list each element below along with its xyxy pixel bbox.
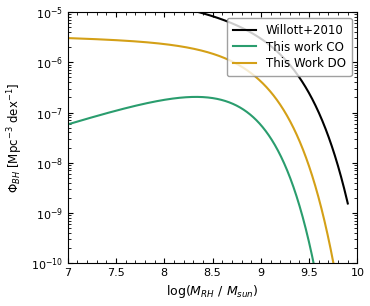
Line: Willott+2010: Willott+2010 bbox=[68, 0, 348, 203]
Y-axis label: $\Phi_{BH}\ [\mathrm{Mpc^{-3}\ dex^{-1}}]$: $\Phi_{BH}\ [\mathrm{Mpc^{-3}\ dex^{-1}}… bbox=[6, 82, 25, 193]
Willott+2010 bbox=[284, 59, 288, 62]
This work CO bbox=[179, 96, 183, 99]
This work CO bbox=[258, 122, 263, 126]
Willott+2010 bbox=[346, 202, 350, 205]
Willott+2010 bbox=[289, 65, 293, 68]
This Work DO bbox=[284, 112, 288, 116]
This work CO bbox=[189, 95, 193, 99]
This Work DO bbox=[258, 79, 262, 83]
This Work DO bbox=[94, 37, 98, 41]
X-axis label: $\log(M_{RH}\ /\ M_{sun})$: $\log(M_{RH}\ /\ M_{sun})$ bbox=[166, 283, 259, 300]
This Work DO bbox=[289, 121, 293, 125]
This Work DO bbox=[189, 47, 193, 50]
This work CO bbox=[94, 114, 98, 118]
This work CO bbox=[65, 123, 70, 126]
This Work DO bbox=[65, 36, 70, 40]
This work CO bbox=[289, 180, 294, 183]
This work CO bbox=[194, 95, 198, 99]
This Work DO bbox=[179, 45, 183, 48]
Willott+2010 bbox=[258, 36, 262, 40]
Line: This Work DO: This Work DO bbox=[68, 38, 348, 306]
Willott+2010 bbox=[179, 6, 183, 9]
This work CO bbox=[284, 167, 289, 170]
Legend: Willott+2010, This work CO, This Work DO: Willott+2010, This work CO, This Work DO bbox=[227, 18, 352, 76]
Willott+2010 bbox=[189, 8, 193, 12]
Line: This work CO: This work CO bbox=[68, 97, 348, 306]
